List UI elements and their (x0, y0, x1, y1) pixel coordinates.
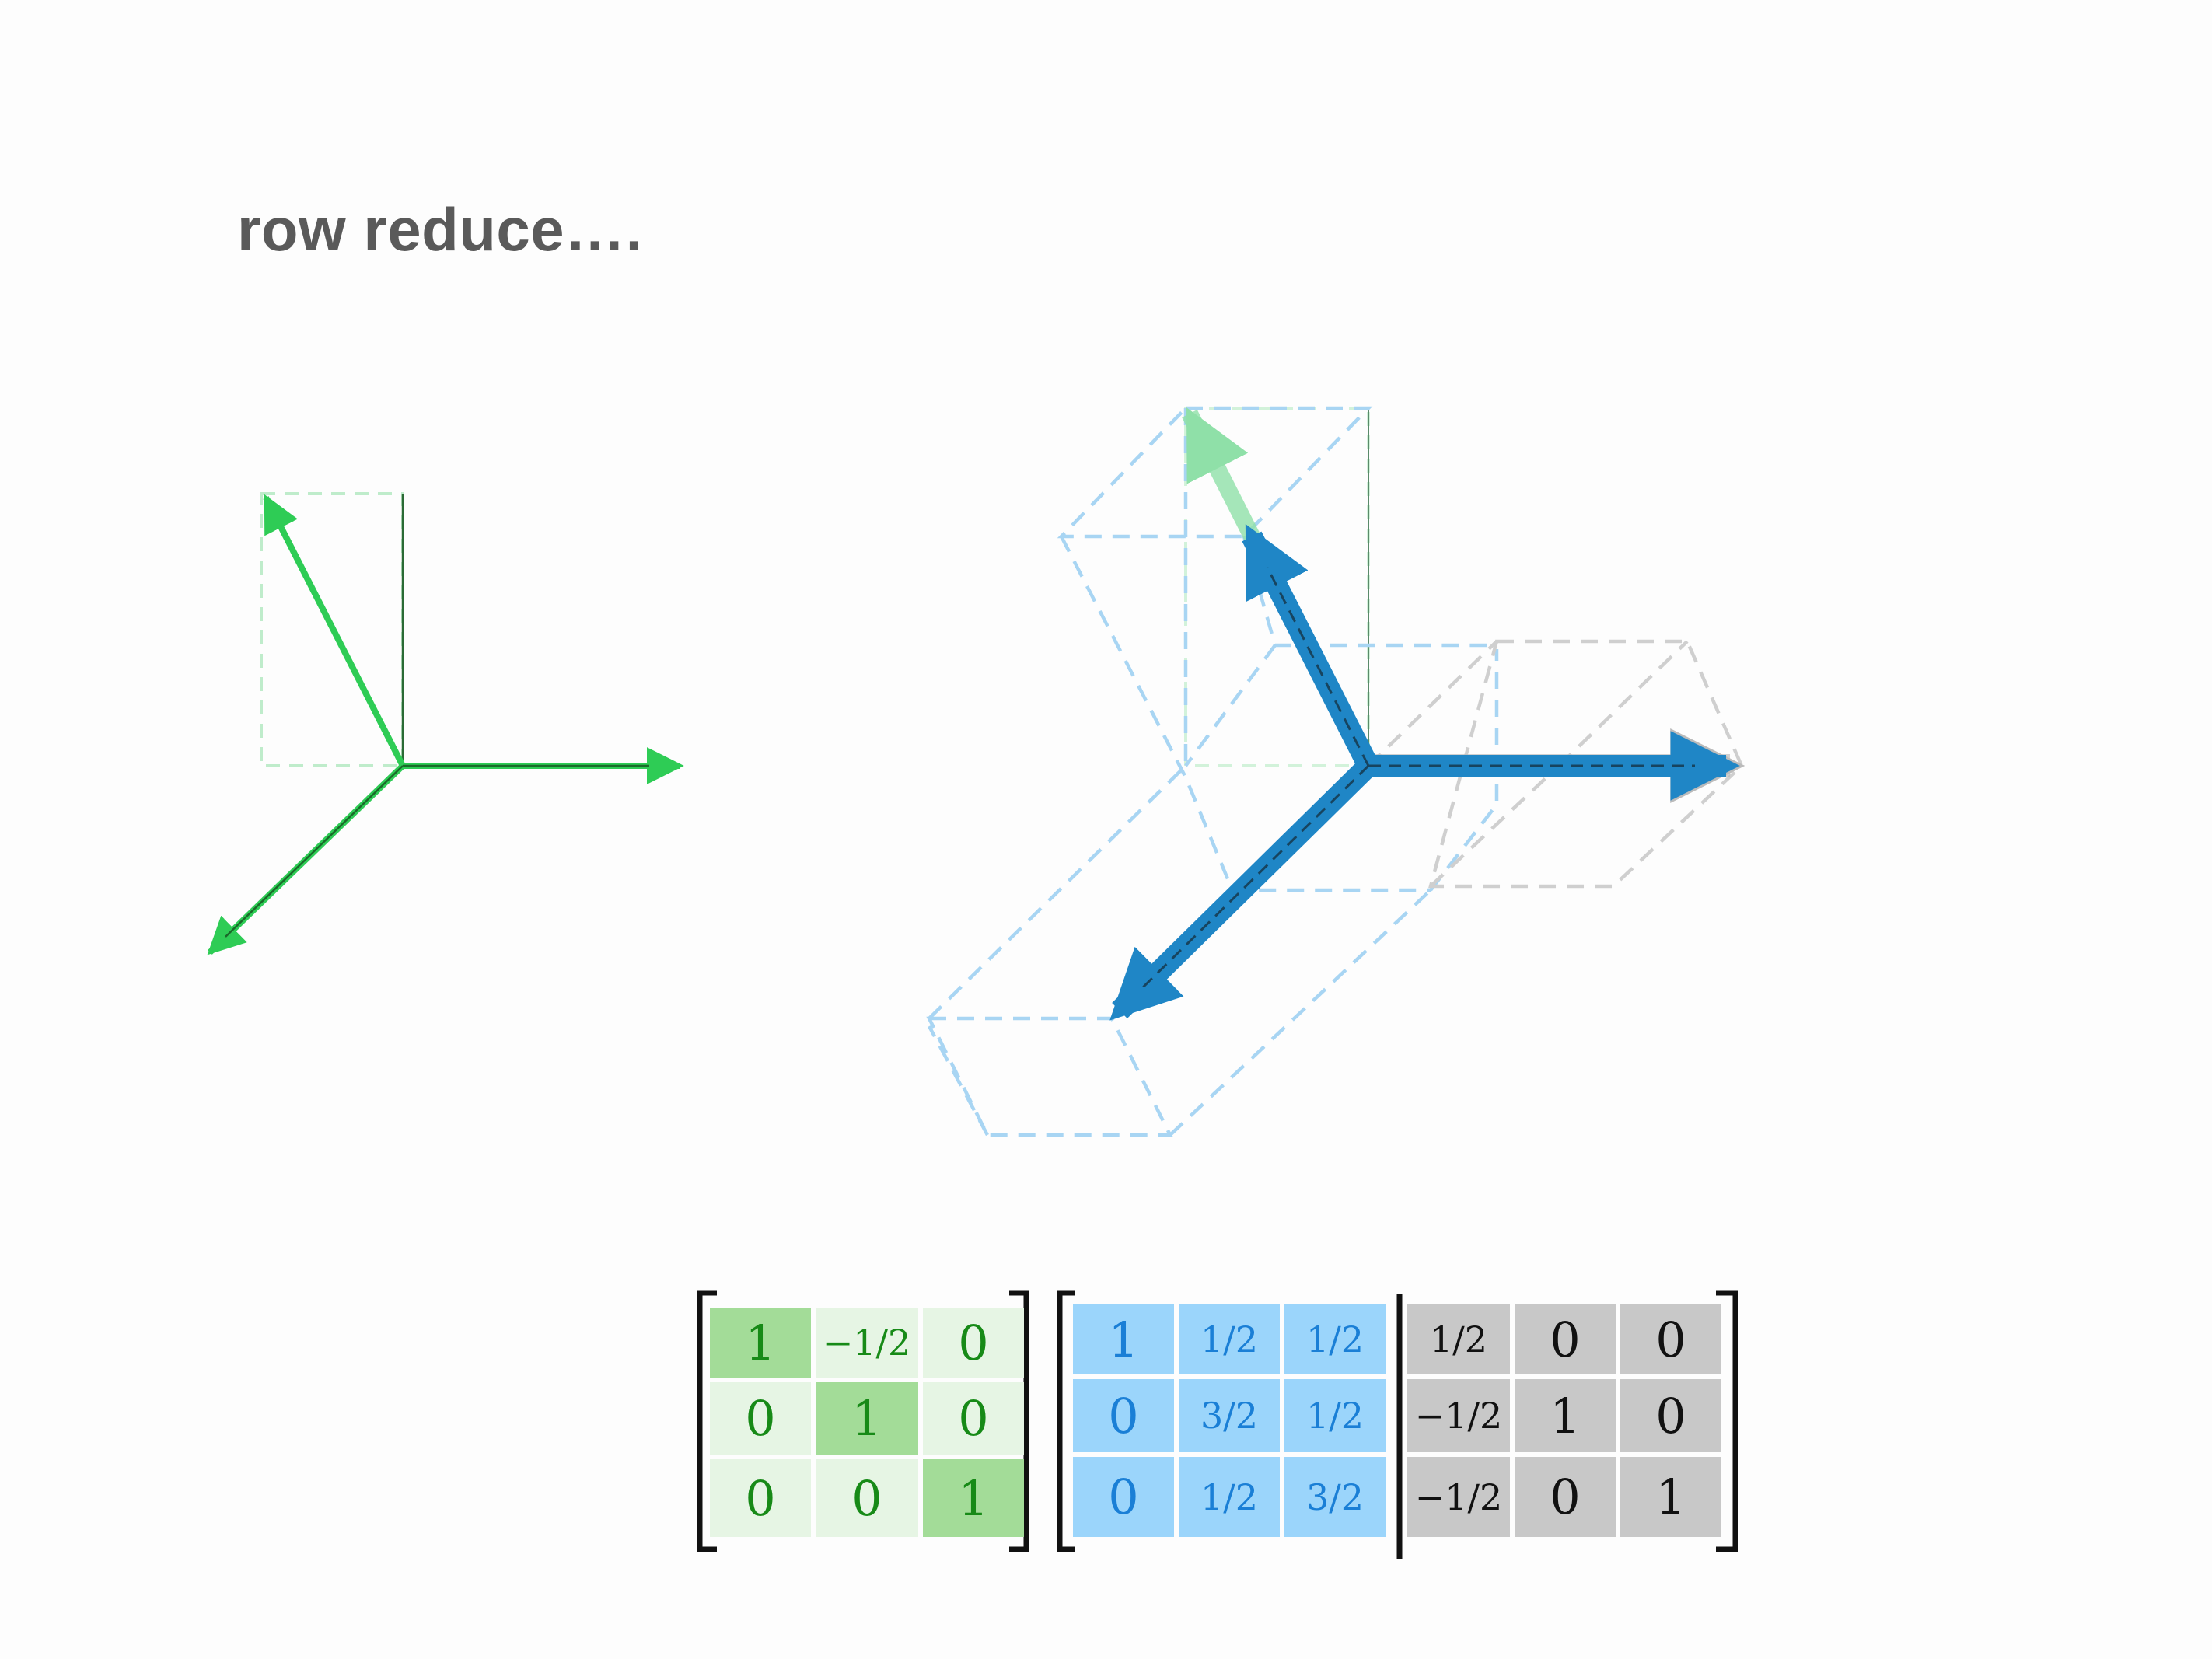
blue-matrix-cell: 1/2 (1179, 1457, 1280, 1537)
blue-matrix-cell: 1 (1073, 1304, 1174, 1374)
left-dashed-box (260, 492, 404, 767)
gray-matrix-cell: 0 (1515, 1457, 1616, 1537)
left-arrow-up (263, 494, 406, 767)
blue-matrix-cell: 3/2 (1179, 1379, 1280, 1452)
left-basis-diagram (207, 492, 684, 955)
left-matrix-cell: −1/2 (816, 1308, 918, 1378)
gray-matrix-cell: 1/2 (1407, 1304, 1510, 1374)
left-matrix-cell: 0 (816, 1459, 918, 1537)
gray-matrix-cell: 1 (1620, 1457, 1721, 1537)
right-basis-diagram (926, 406, 1745, 1137)
gray-matrix-cell: 0 (1620, 1304, 1721, 1374)
gray-matrix-cell: −1/2 (1407, 1379, 1510, 1452)
gray-matrix-cell: −1/2 (1407, 1457, 1510, 1537)
page-title: row reduce…. (237, 195, 643, 264)
left-arrow-down-core (225, 765, 404, 938)
right-matrix-close-bracket (1716, 1290, 1738, 1552)
left-matrix-cell: 0 (710, 1382, 811, 1455)
right-matrix-open-bracket (1057, 1290, 1075, 1552)
left-matrix-cell: 1 (816, 1382, 918, 1455)
arrow-center-dashes (1141, 567, 1695, 989)
left-matrix-open-bracket (697, 1290, 717, 1552)
gray-matrix-cell: 1 (1515, 1379, 1616, 1452)
left-matrix-cell: 1 (710, 1308, 811, 1378)
left-matrix-close-bracket (1009, 1290, 1029, 1552)
blue-matrix-cell: 3/2 (1284, 1457, 1386, 1537)
blue-matrix-cell: 1/2 (1179, 1304, 1280, 1374)
blue-matrix-cell: 0 (1073, 1379, 1174, 1452)
blue-matrix-cell: 0 (1073, 1457, 1174, 1537)
blue-matrix-cell: 1/2 (1284, 1379, 1386, 1452)
matrix-brackets (697, 1290, 1738, 1559)
gray-matrix-cell: 0 (1620, 1379, 1721, 1452)
blue-matrix-cell: 1/2 (1284, 1304, 1386, 1374)
left-matrix-cell: 0 (923, 1382, 1024, 1455)
left-matrix-cell: 1 (923, 1459, 1024, 1537)
gray-matrix-cell: 0 (1515, 1304, 1616, 1374)
left-matrix-cell: 0 (710, 1459, 811, 1537)
left-matrix-cell: 0 (923, 1308, 1024, 1378)
